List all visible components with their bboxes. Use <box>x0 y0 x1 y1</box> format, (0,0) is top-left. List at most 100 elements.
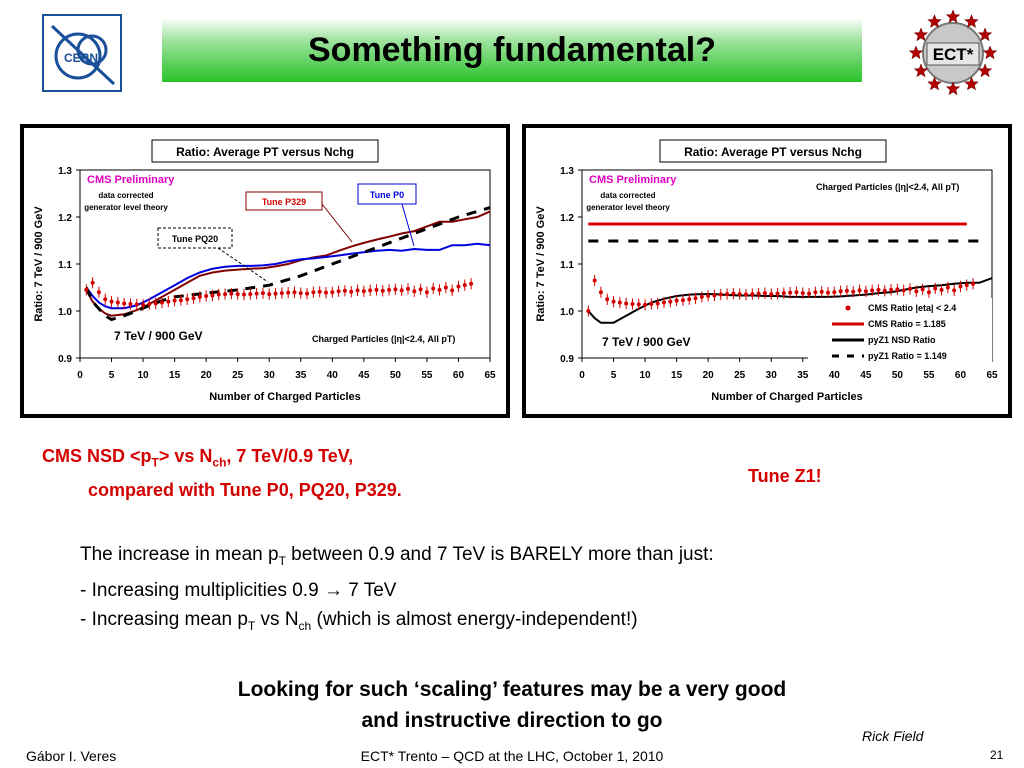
star-icon <box>964 76 979 91</box>
x-tick-label: 35 <box>295 370 307 381</box>
data-point <box>462 283 467 288</box>
x-tick-label: 0 <box>77 370 83 381</box>
legend-box <box>808 298 992 362</box>
y-tick-label: 0.9 <box>560 354 574 365</box>
cms-preliminary-label: CMS Preliminary <box>87 174 175 186</box>
data-point <box>744 292 748 297</box>
chart-right: Ratio: Average PT versus Nchg 0.9 1.0 1.1 1.… <box>535 139 998 403</box>
tune-pq20-pointer <box>217 247 269 283</box>
star-icon <box>927 76 942 91</box>
data-corrected-label: data corrected <box>600 191 655 200</box>
data-point <box>706 293 711 298</box>
data-point <box>418 287 423 292</box>
data-point <box>712 293 717 298</box>
series-cms-data <box>84 277 474 311</box>
legend-label: pyZ1 Ratio = 1.149 <box>868 351 947 361</box>
data-point <box>223 292 228 297</box>
conclusion-text: Looking for such ‘scaling’ features may … <box>237 678 787 732</box>
data-point <box>775 291 780 296</box>
data-point <box>964 283 969 288</box>
energy-label: 7 TeV / 900 GeV <box>602 335 691 349</box>
data-point <box>630 301 635 306</box>
charged-particles-label: Charged Particles (|η|<2.4, All pT) <box>312 334 455 344</box>
data-point <box>254 291 259 296</box>
data-point <box>819 289 824 294</box>
star-icon <box>908 45 924 60</box>
x-axis-label: Number of Charged Particles <box>711 391 863 403</box>
star-icon <box>977 63 993 78</box>
y-tick-label: 1.1 <box>58 260 72 271</box>
x-axis-label: Number of Charged Particles <box>209 391 361 403</box>
data-point <box>103 297 108 302</box>
cern-logo: CERN <box>42 14 122 92</box>
data-point <box>424 290 429 295</box>
data-point <box>643 302 648 307</box>
x-tick-label: 50 <box>892 370 904 381</box>
chart-left: Ratio: Average PT versus Nchg 0.9 1.0 1.1 1.… <box>33 139 496 403</box>
x-tick-label: 35 <box>797 370 809 381</box>
ect-logo: ECT* <box>906 8 1000 98</box>
x-tick-label: 15 <box>169 370 181 381</box>
data-point <box>248 292 253 297</box>
x-tick-label: 40 <box>829 370 841 381</box>
legend-label: CMS Ratio = 1.185 <box>868 319 946 329</box>
x-tick-label: 40 <box>327 370 339 381</box>
footer-event: ECT* Trento – QCD at the LHC, October 1,… <box>360 748 664 764</box>
series-line <box>84 206 491 322</box>
data-point <box>592 278 597 283</box>
data-point <box>134 302 139 307</box>
data-point <box>374 287 379 292</box>
tune-p329-box <box>245 191 323 211</box>
caption-line-2: compared with Tune P0, PQ20, P329. <box>88 480 402 500</box>
data-point <box>901 288 906 293</box>
data-point <box>876 287 881 292</box>
data-point <box>863 289 868 294</box>
data-point <box>267 292 272 297</box>
data-point <box>96 290 101 295</box>
chart-title: Ratio: Average PT versus Nchg <box>151 139 379 163</box>
star-icon <box>945 81 961 96</box>
data-corrected-label: data corrected <box>98 191 153 200</box>
data-point <box>958 284 963 289</box>
data-point <box>807 291 812 296</box>
data-point <box>273 291 278 296</box>
x-tick-label: 5 <box>611 370 617 381</box>
x-tick-label: 55 <box>923 370 935 381</box>
x-tick-label: 20 <box>703 370 715 381</box>
data-point <box>680 298 685 303</box>
data-point <box>305 291 310 296</box>
chart-title: Ratio: Average PT versus Nchg <box>659 139 887 163</box>
data-point <box>443 285 448 290</box>
x-tick-label: 10 <box>138 370 150 381</box>
data-point <box>235 292 240 297</box>
data-point <box>838 289 843 294</box>
data-point <box>298 291 303 296</box>
data-point <box>349 289 354 294</box>
data-point <box>655 301 660 306</box>
generator-level-label: generator level theory <box>84 203 168 212</box>
data-point <box>649 301 654 306</box>
data-point <box>750 292 755 297</box>
data-point <box>668 299 673 304</box>
y-tick-label: 1.2 <box>58 213 72 224</box>
x-tick-label: 50 <box>390 370 402 381</box>
data-point <box>895 287 900 292</box>
chart-title-text: Ratio: Average PT versus Nchg <box>684 145 862 159</box>
x-tick-label: 0 <box>579 370 585 381</box>
data-point <box>342 288 347 293</box>
data-point <box>687 297 692 302</box>
data-point <box>933 286 938 291</box>
data-point <box>368 288 373 293</box>
page-number: 21 <box>990 748 1004 762</box>
data-point <box>617 300 622 305</box>
x-tick-label: 45 <box>860 370 872 381</box>
data-point <box>90 280 95 285</box>
x-tick-label: 20 <box>201 370 213 381</box>
data-point <box>191 296 196 301</box>
data-point <box>926 290 931 295</box>
y-axis-label: Ratio: 7 TeV / 900 GeV <box>33 206 45 322</box>
star-icon <box>913 63 929 78</box>
chart-title-box <box>151 139 379 163</box>
y-tick-label: 1.2 <box>560 213 574 224</box>
author-credit: Rick Field <box>862 728 924 744</box>
